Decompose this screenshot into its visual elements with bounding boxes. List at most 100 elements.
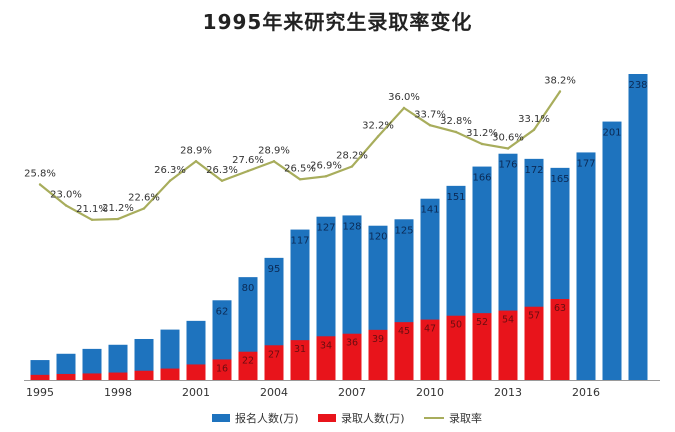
legend-item-rate: 录取率	[424, 410, 482, 426]
admitted-bar-2009	[394, 322, 414, 380]
legend-label-rate: 录取率	[449, 412, 482, 425]
rate-point-2006	[324, 175, 328, 178]
x-tick-label-2016: 2016	[572, 386, 600, 399]
admitted-value-label-2006: 34	[320, 340, 332, 351]
rate-point-2002	[220, 179, 224, 182]
admitted-value-label-2013: 54	[502, 315, 514, 326]
admitted-bar-2006	[316, 336, 336, 380]
x-tick-label-1998: 1998	[104, 386, 132, 399]
admitted-value-label-2009: 45	[398, 326, 410, 337]
rate-point-2011	[454, 130, 458, 134]
applicants-value-label-2011: 151	[446, 192, 465, 203]
rate-value-label-1999: 22.6%	[128, 193, 160, 204]
applicants-value-label-2003: 80	[242, 283, 255, 294]
rate-point-2009	[402, 106, 406, 110]
rate-value-label-2005: 26.5%	[284, 163, 316, 174]
admitted-value-label-2007: 36	[346, 338, 358, 349]
admitted-value-label-2011: 50	[450, 320, 462, 331]
applicants-value-label-2005: 117	[290, 236, 309, 247]
rate-value-label-2003: 27.6%	[232, 155, 264, 166]
applicants-value-label-2010: 141	[420, 205, 439, 216]
applicants-value-label-2007: 128	[342, 221, 361, 232]
applicants-bar-1997	[82, 348, 102, 380]
applicants-value-label-2015: 165	[550, 174, 569, 185]
admitted-bar-2002	[212, 359, 232, 380]
applicants-bar-1998	[108, 344, 128, 380]
rate-point-1997	[90, 218, 94, 221]
rate-point-2015	[558, 90, 562, 93]
admitted-bar-2010	[420, 319, 440, 380]
rate-point-2013	[506, 147, 510, 150]
admitted-value-label-2012: 52	[476, 317, 488, 328]
applicants-value-label-2017: 201	[602, 128, 621, 139]
chart-title: 1995年来研究生录取率变化	[202, 10, 473, 34]
rate-value-label-1998: 21.2%	[102, 203, 134, 214]
admitted-bar-2007	[342, 333, 362, 380]
admitted-value-label-2015: 63	[554, 303, 566, 314]
rate-value-label-2015: 38.2%	[544, 76, 576, 87]
rate-point-2003	[246, 169, 250, 173]
rate-point-1995	[38, 183, 42, 186]
admitted-bar-1995	[30, 374, 50, 380]
rate-value-label-2014: 33.1%	[518, 114, 550, 125]
applicants-value-label-2018: 238	[628, 80, 647, 91]
rate-value-label-2012: 31.2%	[466, 128, 498, 139]
rate-value-label-2004: 28.9%	[258, 145, 290, 156]
admitted-value-label-2002: 16	[216, 363, 228, 374]
rate-point-1999	[142, 207, 146, 210]
x-tick-label-2013: 2013	[494, 386, 522, 399]
rate-point-2005	[298, 178, 302, 181]
rate-point-2001	[194, 160, 198, 163]
x-tick-label-2010: 2010	[416, 386, 444, 399]
legend-swatch-admitted	[318, 414, 336, 422]
rate-value-label-1996: 23.0%	[50, 190, 82, 201]
applicants-value-label-2012: 166	[472, 173, 491, 184]
admitted-value-label-2010: 47	[424, 324, 436, 335]
applicants-value-label-2013: 176	[498, 160, 517, 171]
legend-label-admitted: 录取人数(万)	[341, 412, 405, 425]
applicants-value-label-2014: 172	[524, 165, 543, 176]
rate-value-label-2013: 30.6%	[492, 133, 524, 144]
legend-item-admitted: 录取人数(万)	[318, 410, 405, 426]
rate-value-label-2010: 33.7%	[414, 109, 446, 120]
applicants-bar-2017	[602, 121, 622, 381]
x-tick-label-1995: 1995	[26, 386, 54, 399]
rate-value-label-2001: 28.9%	[180, 145, 212, 156]
legend-label-applicants: 报名人数(万)	[235, 412, 299, 425]
applicants-bar-2016	[576, 152, 596, 380]
admitted-bar-2005	[290, 340, 310, 380]
applicants-bar-1999	[134, 338, 154, 380]
applicants-value-label-2006: 127	[316, 223, 335, 234]
x-tick-label-2001: 2001	[182, 386, 210, 399]
legend-swatch-applicants	[212, 414, 230, 422]
admitted-bar-2001	[186, 364, 206, 380]
applicants-value-label-2004: 95	[268, 264, 281, 275]
admitted-value-label-2003: 22	[242, 356, 254, 367]
rate-point-2010	[428, 124, 432, 127]
rate-point-2014	[532, 128, 536, 131]
applicants-bar-1996	[56, 353, 76, 380]
rate-value-label-2011: 32.8%	[440, 116, 472, 127]
rate-value-label-2008: 32.2%	[362, 121, 394, 132]
rate-value-label-2002: 26.3%	[206, 165, 238, 176]
rate-point-1996	[64, 204, 68, 207]
admitted-bar-2004	[264, 345, 284, 380]
admitted-bar-1998	[108, 372, 128, 380]
applicants-bar-2000	[160, 329, 180, 380]
rate-point-1998	[116, 217, 120, 221]
admitted-bar-2012	[472, 313, 492, 380]
admitted-bar-2014	[524, 306, 544, 380]
applicants-value-label-2008: 120	[368, 232, 387, 243]
rate-value-label-2000: 26.3%	[154, 165, 186, 176]
applicants-value-label-2016: 177	[576, 158, 595, 169]
rate-point-2004	[272, 160, 276, 163]
admitted-value-label-2004: 27	[268, 349, 280, 360]
admitted-bar-2011	[446, 315, 466, 380]
admitted-bar-1996	[56, 373, 76, 380]
rate-point-2007	[350, 165, 354, 168]
x-tick-label-2007: 2007	[338, 386, 366, 399]
rate-value-label-1995: 25.8%	[24, 169, 56, 180]
admitted-bar-1999	[134, 370, 154, 380]
